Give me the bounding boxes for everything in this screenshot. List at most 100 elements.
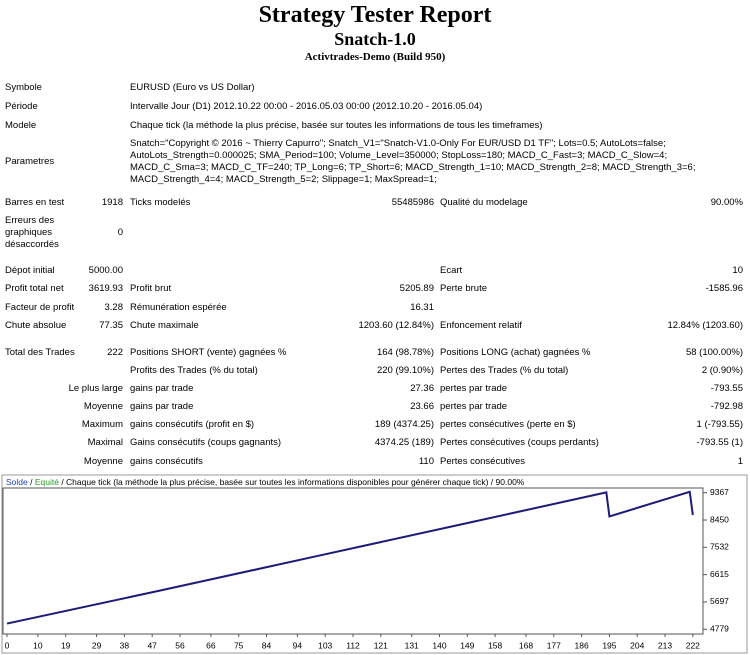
- cell-value: 110: [418, 456, 434, 467]
- cell-value: 55485986: [391, 197, 434, 208]
- cell-value: 164 (98.78%): [376, 347, 434, 358]
- legend-item: /: [28, 477, 35, 487]
- cell-label: pertes par trade: [440, 401, 508, 412]
- cell-label: Snatch="Copyright © 2016 ~ Thierry Capur…: [130, 138, 696, 185]
- x-tick-label: 103: [318, 640, 332, 650]
- plot-area: [2, 487, 704, 635]
- x-tick-label: 94: [293, 640, 303, 650]
- x-tick-label: 66: [206, 640, 216, 650]
- cell-label: Chute absolue: [5, 320, 67, 331]
- cell-value: 3.28: [104, 302, 124, 313]
- balance-line: [6, 490, 694, 625]
- cell-label: Intervalle Jour (D1) 2012.10.22 00:00 - …: [130, 101, 483, 112]
- cell-value: 10: [732, 265, 743, 276]
- cell-label: gains consécutifs (profit en $): [130, 419, 255, 430]
- cell-value: 5000.00: [88, 265, 123, 276]
- x-tick-label: 140: [432, 640, 446, 650]
- report-title: Strategy Tester Report: [258, 2, 492, 28]
- x-tick-label: 168: [519, 640, 533, 650]
- cell-value: 16.31: [410, 302, 434, 313]
- cell-value: 27.36: [410, 383, 434, 394]
- cell-label: Barres en test: [5, 197, 65, 208]
- cell-label: EURUSD (Euro vs US Dollar): [130, 82, 255, 93]
- cell-value: 220 (99.10%): [376, 365, 434, 376]
- cell-value: -792.98: [710, 401, 743, 412]
- cell-label: Erreurs des graphiques désaccordés: [5, 215, 59, 250]
- legend-item: / Chaque tick (la méthode la plus précis…: [59, 477, 525, 487]
- cell-label: Gains consécutifs (coups gagnants): [130, 437, 282, 448]
- cell-value: Moyenne: [83, 401, 123, 412]
- chart-frame: [1, 474, 748, 654]
- cell-value: Maximal: [87, 437, 123, 448]
- cell-value: 2 (0.90%): [701, 365, 743, 376]
- cell-value: 1918: [101, 197, 123, 208]
- cell-value: Le plus large: [68, 383, 123, 394]
- cell-label: Chute maximale: [130, 320, 199, 331]
- x-tick-label: 177: [547, 640, 561, 650]
- cell-value: 77.35: [99, 320, 123, 331]
- legend-item: Solde: [6, 477, 28, 487]
- cell-label: Profit brut: [130, 283, 172, 294]
- cell-label: Rémunération espérée: [130, 302, 227, 313]
- cell-label: Ecart: [440, 265, 463, 276]
- cell-label: Modele: [5, 120, 37, 131]
- cell-value: 0: [117, 227, 123, 238]
- x-tick-label: 204: [630, 640, 644, 650]
- cell-value: -1585.96: [705, 283, 743, 294]
- x-tick-label: 213: [658, 640, 672, 650]
- x-tick-label: 186: [575, 640, 589, 650]
- y-tick-label: 7532: [710, 542, 729, 552]
- cell-value: Moyenne: [83, 456, 123, 467]
- y-tick-label: 4779: [710, 624, 729, 634]
- cell-value: -793.55 (1): [696, 437, 743, 448]
- x-tick-label: 121: [374, 640, 388, 650]
- cell-label: Positions LONG (achat) gagnées %: [440, 347, 591, 358]
- x-tick-label: 56: [175, 640, 185, 650]
- cell-label: Qualité du modelage: [440, 197, 528, 208]
- x-tick-label: 47: [147, 640, 157, 650]
- cell-label: Facteur de profit: [5, 302, 75, 313]
- cell-label: Pertes consécutives: [440, 456, 526, 467]
- cell-value: 23.66: [410, 401, 434, 412]
- cell-value: 12.84% (1203.60): [667, 320, 743, 331]
- cell-label: gains consécutifs: [130, 456, 203, 467]
- legend-item: Equité: [35, 477, 59, 487]
- cell-label: Chaque tick (la méthode la plus précise,…: [130, 120, 543, 131]
- report-subtitle: Snatch-1.0: [334, 29, 416, 49]
- broker: Activtrades-Demo (Build 950): [304, 51, 446, 63]
- cell-label: gains par trade: [130, 401, 194, 412]
- x-tick-label: 75: [234, 640, 244, 650]
- cell-label: Total des Trades: [5, 347, 75, 358]
- cell-label: Parametres: [5, 156, 55, 167]
- cell-value: -793.55: [710, 383, 743, 394]
- cell-label: Dépot initial: [5, 265, 55, 276]
- cell-value: Maximum: [81, 419, 123, 430]
- cell-label: gains par trade: [130, 383, 194, 394]
- x-tick-label: 38: [120, 640, 130, 650]
- y-tick-label: 8450: [710, 514, 729, 524]
- x-tick-label: 84: [262, 640, 272, 650]
- y-tick-label: 9367: [710, 487, 729, 497]
- x-tick-label: 10: [33, 640, 43, 650]
- cell-label: Profits des Trades (% du total): [130, 365, 258, 376]
- cell-value: 3619.93: [88, 283, 123, 294]
- cell-label: Profit total net: [5, 283, 64, 294]
- cell-label: Perte brute: [440, 283, 487, 294]
- cell-value: 1: [737, 456, 743, 467]
- cell-label: Positions SHORT (vente) gagnées %: [130, 347, 287, 358]
- cell-value: 58 (100.00%): [685, 347, 743, 358]
- x-tick-label: 19: [61, 640, 71, 650]
- cell-value: 1203.60 (12.84%): [358, 320, 434, 331]
- cell-label: Pertes des Trades (% du total): [440, 365, 569, 376]
- y-tick-label: 5697: [710, 596, 729, 606]
- cell-value: 189 (4374.25): [374, 419, 434, 430]
- x-tick-label: 131: [405, 640, 419, 650]
- cell-label: pertes consécutives (perte en $): [440, 419, 576, 430]
- x-tick-label: 0: [5, 640, 10, 650]
- x-tick-label: 112: [346, 640, 360, 650]
- x-tick-label: 158: [488, 640, 502, 650]
- cell-value: 1 (-793.55): [696, 419, 743, 430]
- legend: Solde / Equité / Chaque tick (la méthode…: [6, 477, 525, 487]
